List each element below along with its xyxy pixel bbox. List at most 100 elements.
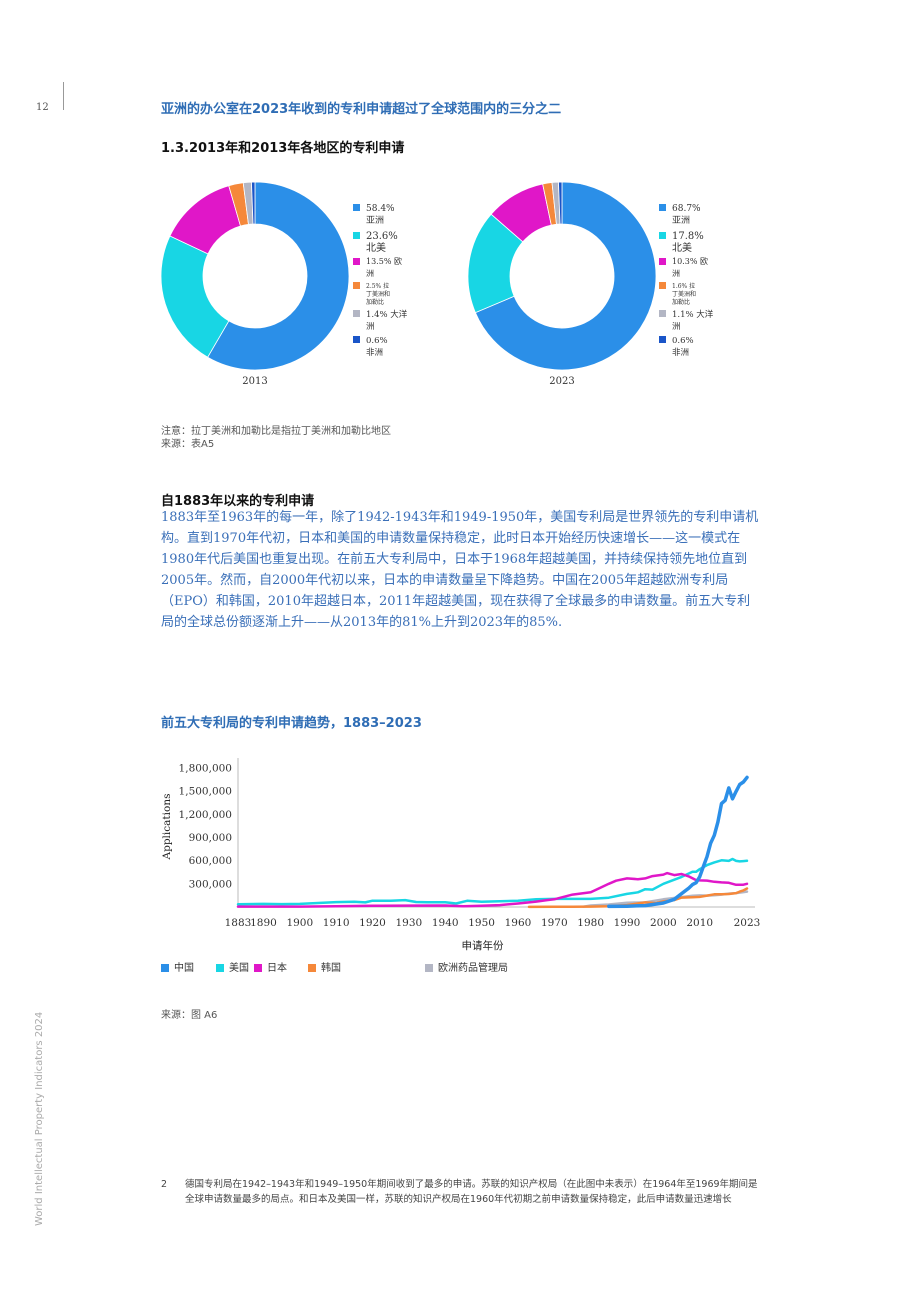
donut-source: 来源：表A5 [161, 439, 215, 450]
x-tick-label: 1910 [323, 917, 350, 929]
legend-2013-text-latam: 2.5% 拉 [366, 282, 389, 290]
legend-2013-swatch-asia [353, 204, 360, 211]
legend-swatch-usa [216, 964, 224, 972]
x-tick-label: 1930 [396, 917, 423, 929]
legend-2013-swatch-latam [353, 282, 360, 289]
x-tick-label: 1960 [505, 917, 532, 929]
legend-2023-text-asia: 68.7% [672, 204, 701, 214]
legend-2023-swatch-europe [659, 258, 666, 265]
donut-2023: 2023 68.7%亚洲 17.8%北美 10.3% 欧洲 1.6% 拉丁美洲和加勒比 1… [467, 181, 714, 387]
x-tick-label: 1970 [541, 917, 568, 929]
legend-swatch-korea [308, 964, 316, 972]
legend-2013-text-latam: 加勒比 [366, 298, 384, 306]
legend-2023-swatch-oceania [659, 310, 666, 317]
legend-swatch-epo [425, 964, 433, 972]
donut-2023-slice-africa [558, 181, 563, 225]
legend-item-usa: 美国 [216, 959, 249, 974]
y-tick-label: 1,800,000 [179, 763, 232, 775]
legend-2013-text-europe: 洲 [366, 269, 374, 278]
y-tick-label: 1,500,000 [179, 786, 232, 798]
legend-2013-text-asia: 58.4% [366, 204, 395, 214]
donut-2013-slice-africa [251, 181, 256, 225]
legend-2023-text-north_america: 北美 [672, 241, 692, 254]
x-tick-label: 2000 [650, 917, 677, 929]
donut-2013: 2013 58.4%亚洲 23.6%北美 13.5% 欧洲 2.5% 拉丁美洲和加勒比 1… [160, 181, 408, 387]
history-body-text: 1883年至1963年的每一年，除了1942-1943年和1949-1950年，… [161, 510, 759, 630]
legend-item-korea: 韩国 [308, 959, 341, 974]
y-tick-label: 900,000 [189, 832, 232, 844]
x-tick-label: 2010 [686, 917, 713, 929]
line-chart-title: 前五大专利局的专利申请趋势，1883–2023 [161, 716, 422, 731]
history-section-title: 自1883年以来的专利申请 [161, 494, 315, 509]
x-tick-label: 1990 [614, 917, 641, 929]
donut-2013-caption: 2013 [242, 376, 267, 387]
donut-2023-caption: 2023 [549, 376, 574, 387]
legend-2013-text-africa: 非洲 [366, 347, 383, 358]
line-chart: 300,000 600,000 900,000 1,200,000 1,500,000 1… [161, 758, 761, 952]
legend-swatch-japan [254, 964, 262, 972]
y-axis-label: Applications [161, 794, 173, 861]
series-line-china [607, 775, 749, 909]
y-tick-label: 1,200,000 [179, 809, 232, 821]
x-tick-label: 2023 [734, 917, 761, 929]
donut-section-title: 1.3.2013年和2013年各地区的专利申请 [161, 141, 405, 156]
donut-2023-slice-asia [474, 181, 657, 371]
x-tick-label: 1920 [359, 917, 386, 929]
legend-2023-text-africa: 0.6% [672, 336, 694, 346]
legend-2023-text-north_america: 17.8% [672, 231, 704, 242]
legend-2013-swatch-africa [353, 336, 360, 343]
legend-2013-text-north_america: 23.6% [366, 231, 398, 242]
series-line-usa [236, 857, 749, 906]
footnote-text: 德国专利局在1942–1943年和1949–1950年期间收到了最多的申请。苏联… [185, 1179, 758, 1205]
legend-2013-text-africa: 0.6% [366, 336, 388, 346]
series-line-korea [527, 887, 749, 909]
legend-2013-text-europe: 13.5% 欧 [366, 256, 402, 266]
legend-2023-text-latam: 1.6% 拉 [672, 282, 695, 290]
footnote-number: 2 [161, 1179, 168, 1190]
x-tick-label: 1940 [432, 917, 459, 929]
donut-2013-slice-asia [207, 181, 350, 371]
sidebar-text: World Intellectual Property Indicators 2… [34, 1011, 45, 1226]
x-tick-label: 1890 [250, 917, 277, 929]
legend-2013-swatch-oceania [353, 310, 360, 317]
series-line-japan [236, 871, 749, 908]
legend-2013-swatch-north_america [353, 232, 360, 239]
y-tick-label: 600,000 [189, 855, 232, 867]
legend-2013-text-oceania: 1.4% 大洋 [366, 309, 408, 320]
legend-item-china: 中国 [161, 959, 194, 974]
sidebar-publication-title: World Intellectual Property Indicators 2… [32, 1012, 52, 1228]
legend-2013-swatch-europe [353, 258, 360, 265]
legend-2023-text-europe: 洲 [672, 269, 680, 278]
legend-2023-text-oceania: 洲 [672, 322, 681, 332]
donut-note: 注意：拉丁美洲和加勒比是指拉丁美洲和加勒比地区 [161, 426, 391, 437]
line-chart-source: 来源：图 A6 [161, 1010, 218, 1021]
legend-2013-text-asia: 亚洲 [366, 215, 384, 226]
legend-2013-text-north_america: 北美 [366, 241, 386, 254]
header-divider [63, 82, 64, 110]
legend-2013-text-latam: 丁美洲和 [366, 290, 390, 298]
page-headline: 亚洲的办公室在2023年收到的专利申请超过了全球范围内的三分之二 [161, 102, 562, 117]
legend-2023-swatch-latam [659, 282, 666, 289]
legend-2023-text-asia: 亚洲 [672, 215, 690, 226]
page-number: 12 [36, 102, 49, 113]
legend-2023-swatch-north_america [659, 232, 666, 239]
legend-2023-text-latam: 丁美洲和 [672, 290, 696, 298]
legend-2023-swatch-africa [659, 336, 666, 343]
legend-2023-text-africa: 非洲 [672, 347, 689, 358]
legend-2023-swatch-asia [659, 204, 666, 211]
x-tick-label: 1950 [468, 917, 495, 929]
legend-2023-text-europe: 10.3% 欧 [672, 256, 708, 266]
legend-2023-text-oceania: 1.1% 大洋 [672, 309, 714, 320]
donut-2013-slice-north_america [160, 235, 230, 358]
x-tick-label: 1883 [225, 917, 252, 929]
legend-2023-text-latam: 加勒比 [672, 298, 690, 306]
legend-item-epo: 欧洲药品管理局 [425, 959, 508, 974]
x-tick-label: 1980 [577, 917, 604, 929]
legend-2013-text-oceania: 洲 [366, 322, 375, 332]
legend-swatch-china [161, 964, 169, 972]
legend-item-japan: 日本 [254, 959, 287, 974]
x-axis-label: 申请年份 [462, 939, 504, 952]
y-tick-label: 300,000 [189, 878, 232, 890]
x-tick-label: 1900 [286, 917, 313, 929]
